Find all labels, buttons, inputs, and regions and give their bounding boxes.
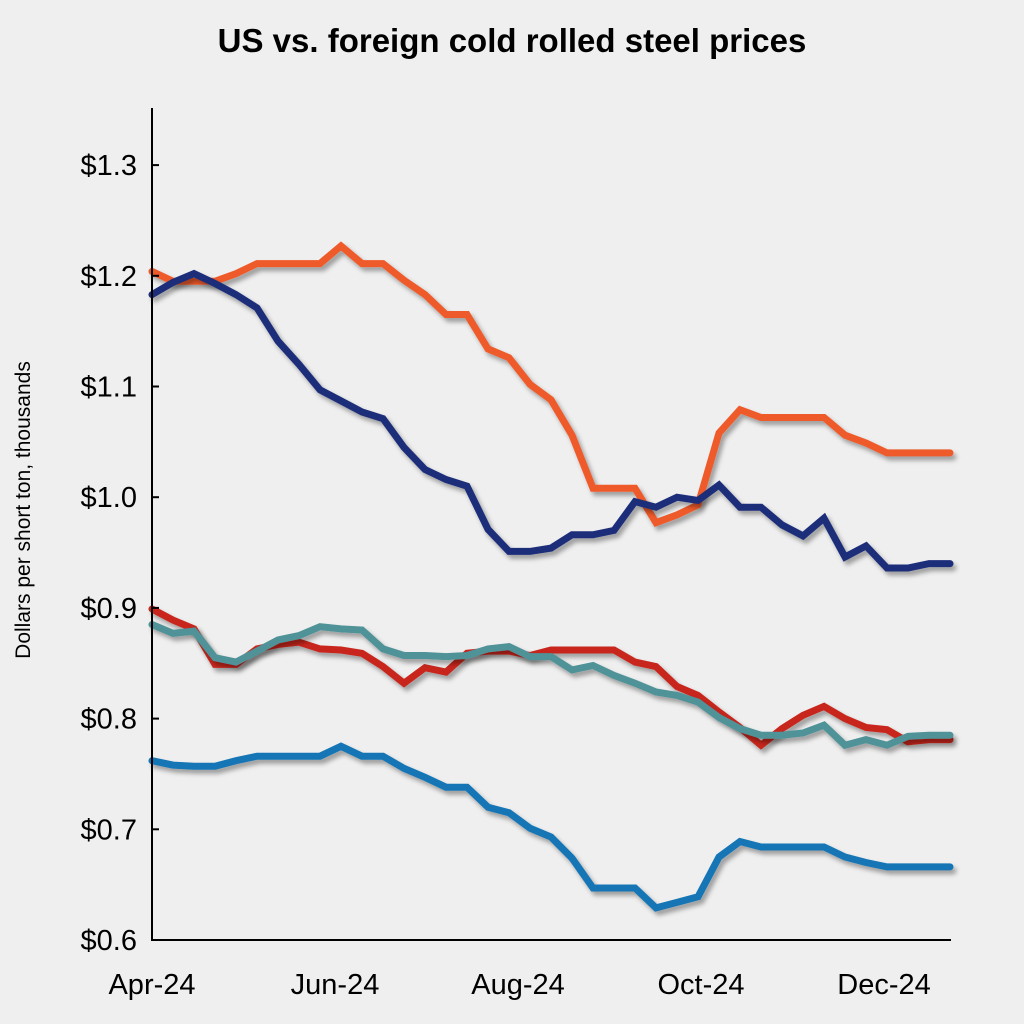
x-tick-label: Oct-24 xyxy=(657,969,744,1001)
y-tick-label: $1.2 xyxy=(81,261,137,293)
series-line-1 xyxy=(148,269,954,572)
y-tick-label: $0.7 xyxy=(81,814,137,846)
x-tick-label: Aug-24 xyxy=(471,969,565,1001)
x-tick-label: Jun-24 xyxy=(291,969,380,1001)
x-axis-ticks: Apr-24 Jun-24 Aug-24 Oct-24 Dec-24 xyxy=(108,969,930,1001)
series-line-2 xyxy=(148,605,954,750)
chart-title: US vs. foreign cold rolled steel prices xyxy=(217,22,807,59)
y-tick-label: $0.6 xyxy=(81,925,137,957)
x-tick-label: Apr-24 xyxy=(108,969,195,1001)
x-tick-label: Dec-24 xyxy=(837,969,931,1001)
series-line-0 xyxy=(148,241,954,527)
series-layer xyxy=(148,241,954,912)
y-tick-label: $0.8 xyxy=(81,704,137,736)
y-axis-title: Dollars per short ton, thousands xyxy=(12,361,35,659)
y-axis-ticks: $0.6 $0.7 $0.8 $0.9 $1.0 $1.1 $1.2 $1.3 xyxy=(81,150,159,957)
y-tick-label: $1.0 xyxy=(81,482,137,514)
y-tick-label: $1.1 xyxy=(81,372,137,404)
series-line-3 xyxy=(148,621,954,750)
y-tick-label: $1.3 xyxy=(81,150,137,182)
series-line-4 xyxy=(148,742,954,912)
y-tick-label: $0.9 xyxy=(81,593,137,625)
